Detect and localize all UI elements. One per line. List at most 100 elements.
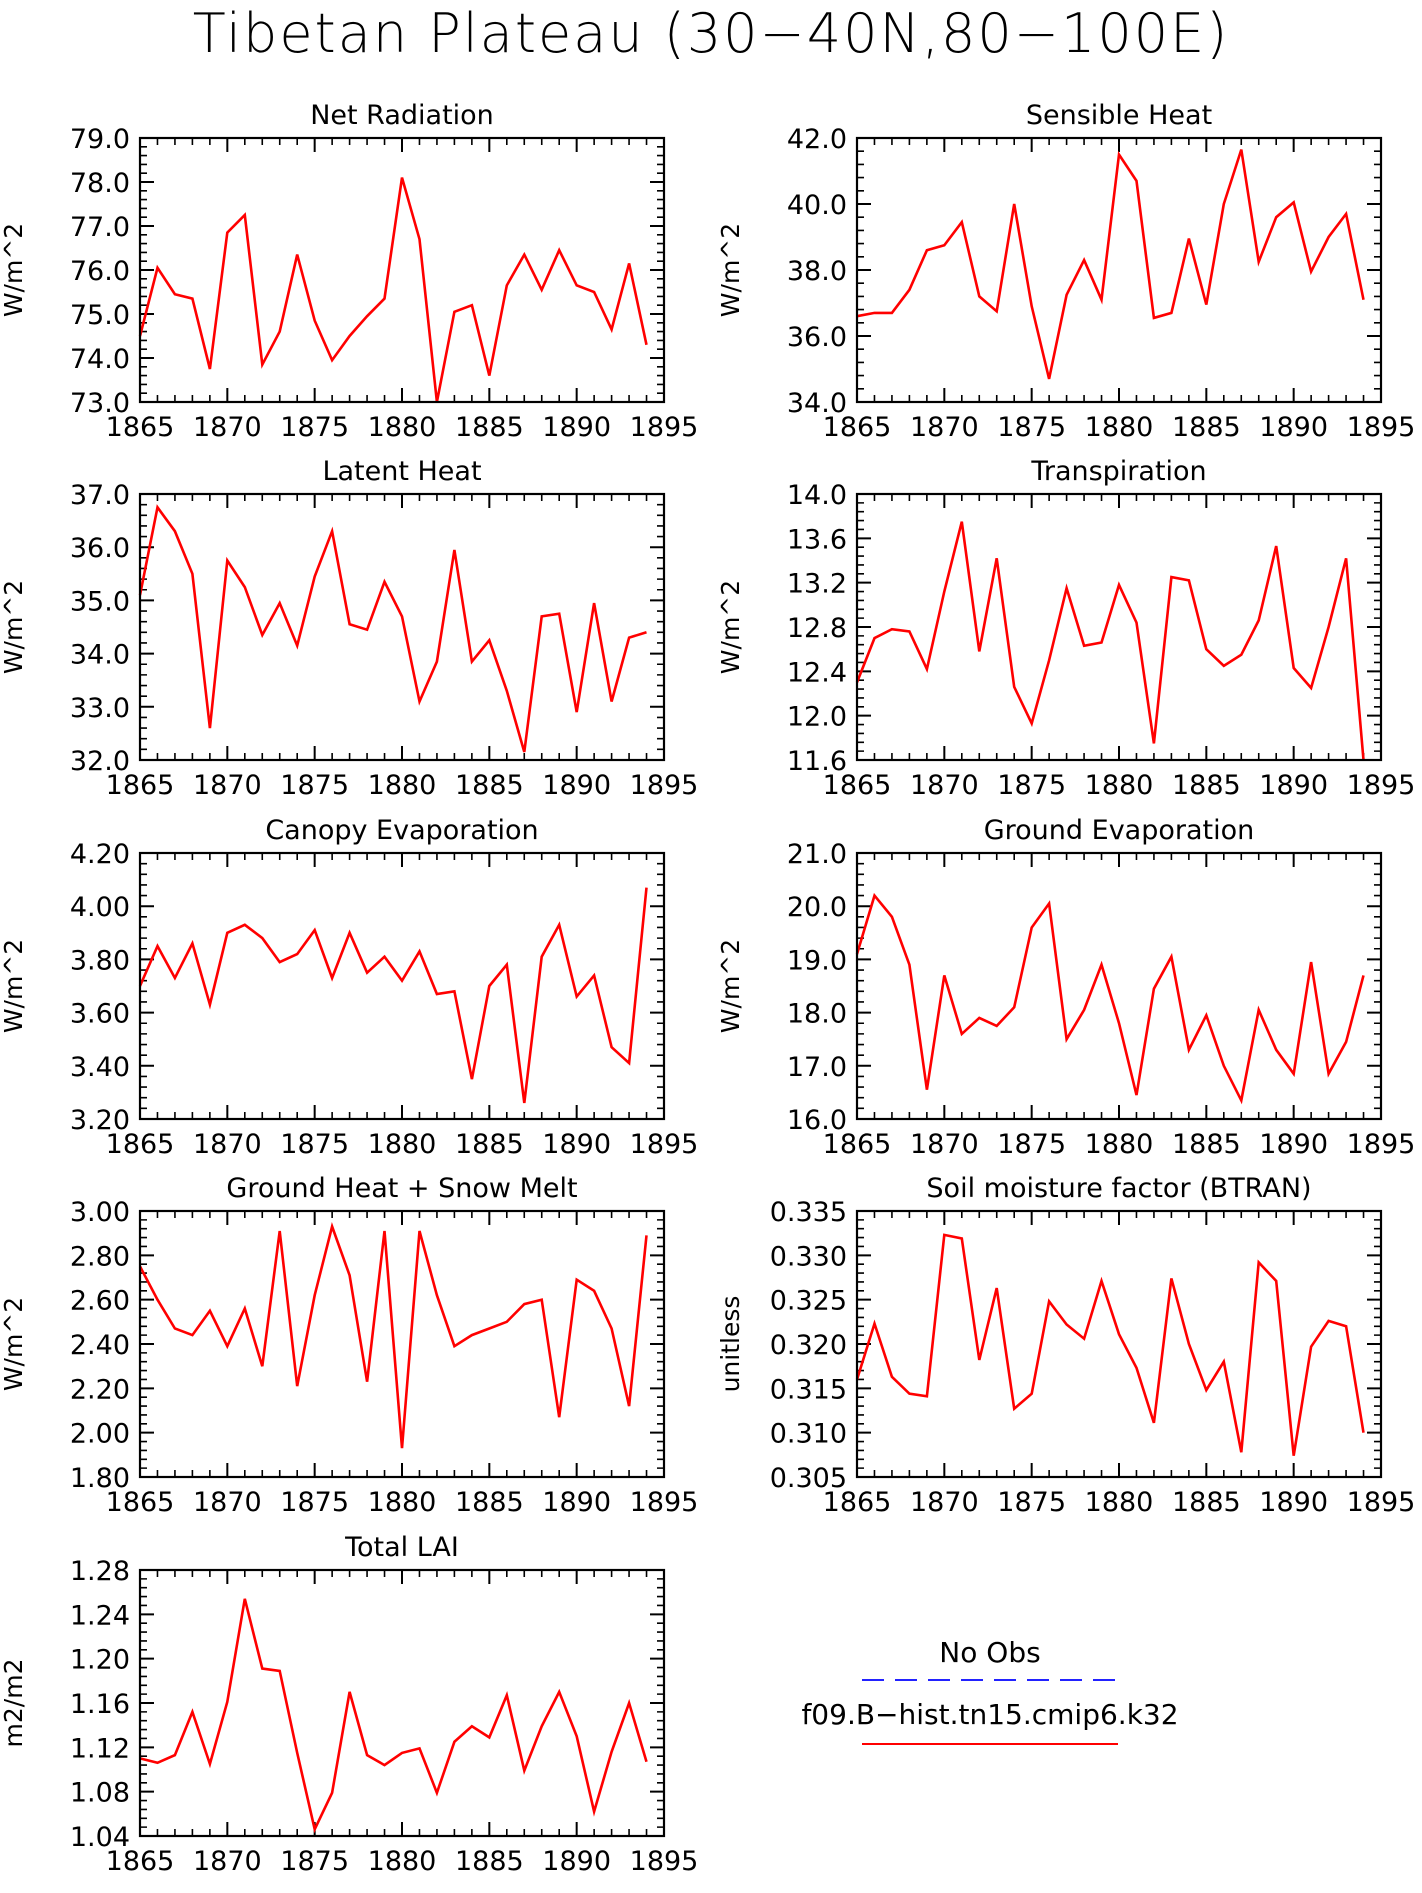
net-radiation-panel: 1865 1870 1875 1880 1885 1890 1895 73.0 74.0 75.0… <box>0 100 698 443</box>
transpiration-minor-ticks <box>857 494 1381 760</box>
net-radiation-title: Net Radiation <box>310 100 494 131</box>
y-tick-label: 0.330 <box>770 1241 847 1272</box>
x-tick-label: 1885 <box>1172 770 1241 801</box>
x-tick-label: 1890 <box>542 1129 611 1160</box>
x-tick-label: 1890 <box>542 1846 611 1877</box>
x-tick-label: 1880 <box>368 412 437 443</box>
y-tick-label: 1.28 <box>70 1556 130 1587</box>
x-tick-label: 1875 <box>997 412 1066 443</box>
ground-heat-snow-melt-panel: 1865 1870 1875 1880 1885 1890 1895 1.80 2.00 2.20… <box>0 1173 698 1518</box>
y-tick-label: 17.0 <box>787 1052 847 1083</box>
y-tick-label: 32.0 <box>70 746 130 777</box>
legend-obs-label: No Obs <box>939 1636 1040 1669</box>
soil-moisture-factor-btran-ylabel: unitless <box>716 1296 745 1393</box>
y-tick-label: 73.0 <box>70 388 130 419</box>
x-tick-label: 1875 <box>997 1129 1066 1160</box>
x-tick-label: 1875 <box>997 770 1066 801</box>
y-tick-label: 75.0 <box>70 300 130 331</box>
y-tick-label: 4.00 <box>70 892 130 923</box>
x-tick-label: 1890 <box>1259 1129 1328 1160</box>
y-tick-label: 16.0 <box>787 1105 847 1136</box>
y-tick-label: 4.20 <box>70 839 130 870</box>
legend-model-label: f09.B−hist.tn15.cmip6.k32 <box>801 1698 1178 1731</box>
y-tick-label: 11.6 <box>787 746 847 777</box>
y-tick-label: 34.0 <box>787 388 847 419</box>
x-tick-label: 1880 <box>368 1129 437 1160</box>
canopy-evaporation-frame <box>138 851 666 1121</box>
transpiration-ylabel: W/m^2 <box>716 580 745 674</box>
y-tick-label: 2.00 <box>70 1419 130 1450</box>
total-lai-panel: 1865 1870 1875 1880 1885 1890 1895 1.04 1.08 1.12… <box>0 1532 698 1877</box>
y-tick-label: 1.08 <box>70 1778 130 1809</box>
x-tick-label: 1885 <box>1172 412 1241 443</box>
y-tick-label: 1.12 <box>70 1733 130 1764</box>
x-tick-label: 1895 <box>1347 1487 1416 1518</box>
y-tick-label: 36.0 <box>787 322 847 353</box>
ground-heat-snow-melt-title: Ground Heat + Snow Melt <box>226 1173 577 1204</box>
y-tick-label: 21.0 <box>787 839 847 870</box>
y-tick-label: 0.325 <box>770 1286 847 1317</box>
y-tick-label: 2.40 <box>70 1330 130 1361</box>
net-radiation-ylabel: W/m^2 <box>0 223 28 317</box>
x-tick-label: 1890 <box>542 1487 611 1518</box>
x-tick-label: 1875 <box>280 770 349 801</box>
y-tick-label: 42.0 <box>787 124 847 155</box>
x-tick-label: 1895 <box>630 770 699 801</box>
y-tick-label: 3.60 <box>70 999 130 1030</box>
x-tick-label: 1880 <box>1085 1487 1154 1518</box>
x-tick-label: 1870 <box>193 1846 262 1877</box>
x-tick-label: 1880 <box>1085 770 1154 801</box>
y-tick-label: 76.0 <box>70 256 130 287</box>
x-tick-label: 1880 <box>368 770 437 801</box>
x-tick-label: 1895 <box>630 1129 699 1160</box>
y-tick-label: 3.20 <box>70 1105 130 1136</box>
y-tick-label: 74.0 <box>70 344 130 375</box>
ground-evaporation-panel: 1865 1870 1875 1880 1885 1890 1895 16.0 17.0 18.0… <box>716 815 1415 1160</box>
net-radiation-minor-ticks <box>140 138 664 402</box>
x-tick-label: 1885 <box>1172 1129 1241 1160</box>
y-tick-label: 0.305 <box>770 1463 847 1494</box>
y-tick-label: 0.335 <box>770 1197 847 1228</box>
latent-heat-minor-ticks <box>140 494 664 760</box>
y-tick-label: 36.0 <box>70 533 130 564</box>
sensible-heat-frame <box>855 136 1383 404</box>
y-tick-label: 13.2 <box>787 569 847 600</box>
y-tick-label: 79.0 <box>70 124 130 155</box>
transpiration-panel: 1865 1870 1875 1880 1885 1890 1895 11.6 12.0 12.4… <box>716 456 1415 801</box>
x-tick-label: 1885 <box>455 412 524 443</box>
x-tick-label: 1895 <box>630 1846 699 1877</box>
y-tick-label: 2.20 <box>70 1374 130 1405</box>
x-tick-label: 1885 <box>455 1487 524 1518</box>
soil-moisture-factor-btran-minor-ticks <box>857 1211 1381 1477</box>
x-tick-label: 1890 <box>542 770 611 801</box>
legend: No Obs f09.B−hist.tn15.cmip6.k32 <box>801 1636 1179 1745</box>
sensible-heat-minor-ticks <box>857 138 1381 402</box>
panels: 1865 1870 1875 1880 1885 1890 1895 73.0 74.0 75.0… <box>0 100 1415 1877</box>
x-tick-label: 1865 <box>823 1129 892 1160</box>
sensible-heat-series-line <box>856 149 1365 380</box>
y-tick-label: 3.80 <box>70 945 130 976</box>
y-tick-label: 20.0 <box>787 892 847 923</box>
x-tick-label: 1895 <box>1347 770 1416 801</box>
x-tick-label: 1890 <box>1259 770 1328 801</box>
net-radiation-series-line <box>138 177 648 403</box>
canopy-evaporation-panel: 1865 1870 1875 1880 1885 1890 1895 3.20 3.40 3.60… <box>0 815 698 1160</box>
x-tick-label: 1865 <box>823 770 892 801</box>
x-tick-label: 1880 <box>1085 412 1154 443</box>
x-tick-label: 1870 <box>193 1487 262 1518</box>
y-tick-label: 78.0 <box>70 168 130 199</box>
y-tick-label: 33.0 <box>70 693 130 724</box>
y-tick-label: 18.0 <box>787 999 847 1030</box>
ground-evaporation-title: Ground Evaporation <box>984 815 1255 846</box>
latent-heat-frame <box>138 492 666 762</box>
latent-heat-series-line <box>138 504 647 753</box>
ground-evaporation-frame <box>855 851 1383 1121</box>
x-tick-label: 1875 <box>280 1487 349 1518</box>
ground-heat-snow-melt-frame <box>138 1209 666 1479</box>
x-tick-label: 1870 <box>193 770 262 801</box>
x-tick-label: 1865 <box>106 1846 175 1877</box>
x-tick-label: 1885 <box>1172 1487 1241 1518</box>
total-lai-series-line <box>139 1598 648 1834</box>
ground-evaporation-series-line <box>855 892 1365 1105</box>
x-tick-label: 1870 <box>910 412 979 443</box>
